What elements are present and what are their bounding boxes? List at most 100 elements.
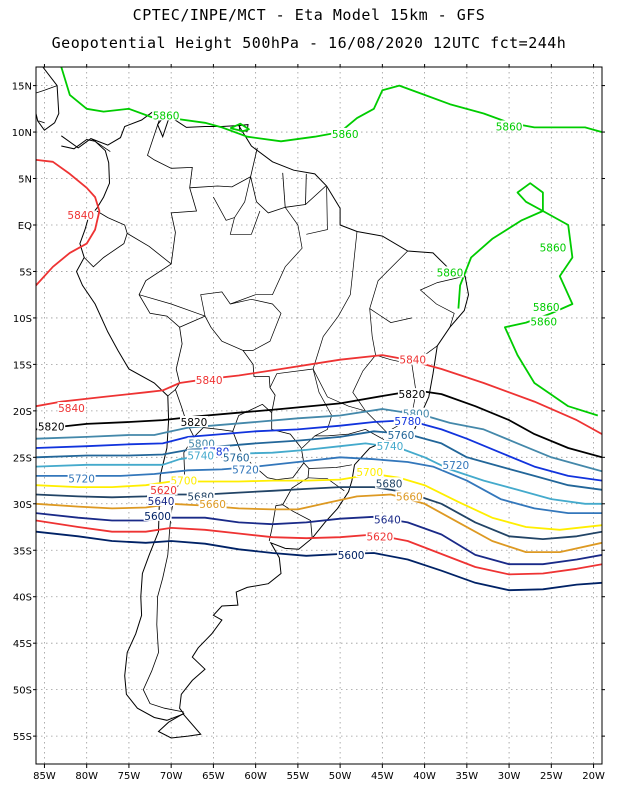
contour-label-5840: 5840: [196, 375, 223, 387]
contour-line-5600: [36, 530, 602, 592]
coastline: [36, 67, 60, 131]
lat-tick-label: 5N: [18, 175, 32, 186]
lat-tick-label: 15N: [12, 82, 32, 93]
contour-line-5760: [36, 430, 602, 491]
contour-label-5740: 5740: [377, 441, 404, 453]
contour-label-bg: [66, 208, 95, 220]
lon-tick-label: 45W: [371, 771, 394, 782]
country-border: [282, 504, 313, 539]
contour-label-5820: 5820: [399, 389, 426, 401]
contour-label-bg: [529, 315, 558, 327]
lon-tick-label: 20W: [582, 771, 605, 782]
lon-tick-label: 70W: [160, 771, 183, 782]
state-border: [139, 294, 206, 317]
contour-label-5680: 5680: [376, 478, 403, 490]
contour-line-5840: [36, 159, 101, 287]
state-border: [419, 275, 466, 328]
map-subtitle: Geopotential Height 500hPa - 16/08/2020 …: [51, 34, 567, 52]
state-border: [229, 176, 261, 235]
contour-label-5760: 5760: [388, 430, 415, 442]
contour-line-5680: [36, 486, 602, 540]
contour-label-5620: 5620: [150, 485, 177, 497]
contour-label-bg: [198, 497, 227, 509]
contour-label-5620: 5620: [366, 531, 393, 543]
contour-label-5860: 5860: [153, 110, 180, 122]
lon-tick-label: 25W: [540, 771, 563, 782]
lon-tick-label: 80W: [75, 771, 98, 782]
contour-label-bg: [186, 490, 215, 502]
lat-tick-label: 20S: [13, 407, 32, 418]
contour-label-5780: 5780: [394, 416, 421, 428]
contour-label-5860: 5860: [332, 129, 359, 141]
contour-label-bg: [331, 127, 360, 139]
contour-label-bg: [395, 490, 424, 502]
state-border: [230, 207, 303, 305]
country-border: [126, 233, 183, 397]
contour-label-bg: [393, 415, 422, 427]
contour-label-bg: [222, 451, 251, 463]
contour-line-5720: [36, 456, 602, 514]
coastline: [61, 110, 470, 721]
contour-label-5720: 5720: [442, 460, 469, 472]
contour-label-bg: [231, 463, 260, 475]
state-border: [301, 368, 333, 449]
country-border: [282, 172, 286, 208]
contour-label-5860: 5860: [540, 242, 567, 254]
country-border: [147, 117, 198, 265]
contour-label-5600: 5600: [144, 511, 171, 523]
contour-label-bg: [441, 458, 470, 470]
lon-tick-label: 40W: [413, 771, 436, 782]
lat-tick-label: 40S: [13, 593, 32, 604]
map-frame: [35, 66, 603, 765]
contour-line-5640: [36, 512, 602, 566]
contour-label-5840: 5840: [58, 403, 85, 415]
lon-tick-label: 65W: [202, 771, 225, 782]
contour-label-bg: [532, 300, 561, 312]
contour-label-bg: [179, 416, 208, 428]
contour-label-bg: [169, 474, 198, 486]
contour-label-5740: 5740: [187, 450, 214, 462]
contour-label-bg: [149, 483, 178, 495]
contour-label-bg: [337, 548, 366, 560]
contour-label-5820: 5820: [181, 417, 208, 429]
contour-line-5860: [457, 210, 599, 417]
lat-tick-label: 55S: [13, 732, 32, 743]
country-border: [36, 85, 58, 94]
contour-line-5860: [229, 122, 250, 132]
contour-label-bg: [67, 472, 96, 484]
lon-tick-label: 50W: [329, 771, 352, 782]
lat-tick-label: 15S: [13, 360, 32, 371]
contour-label-bg: [147, 494, 176, 506]
lon-tick-label: 60W: [244, 771, 267, 782]
contour-label-5660: 5660: [396, 491, 423, 503]
map-title: CPTEC/INPE/MCT - Eta Model 15km - GFS: [132, 6, 486, 24]
lon-tick-label: 35W: [456, 771, 479, 782]
contour-label-5860: 5860: [533, 302, 560, 314]
lat-tick-label: 45S: [13, 639, 32, 650]
state-border: [200, 291, 231, 317]
contour-label-bg: [375, 440, 404, 452]
contour-line-5800: [36, 408, 602, 473]
contour-label-bg: [186, 449, 215, 461]
country-border: [189, 147, 258, 189]
contour-line-5780: [36, 419, 602, 482]
contour-label-bg: [373, 513, 402, 525]
contour-line-5820: [36, 389, 602, 459]
contour-label-5700: 5700: [356, 467, 383, 479]
contour-label-bg: [143, 509, 172, 521]
contour-label-bg: [539, 241, 568, 253]
state-border: [338, 231, 358, 317]
contour-label-5720: 5720: [68, 474, 95, 486]
contour-label-bg: [195, 374, 224, 386]
contour-label-5640: 5640: [148, 496, 175, 508]
contour-line-5840: [36, 354, 602, 435]
contour-label-5840: 5840: [399, 355, 426, 367]
contour-line-5700: [36, 473, 602, 531]
lon-tick-label: 85W: [33, 771, 56, 782]
lat-tick-label: 5S: [19, 267, 32, 278]
contour-label-bg: [398, 353, 427, 365]
contour-label-5860: 5860: [530, 317, 557, 329]
lon-tick-label: 75W: [118, 771, 141, 782]
country-border: [268, 462, 310, 542]
